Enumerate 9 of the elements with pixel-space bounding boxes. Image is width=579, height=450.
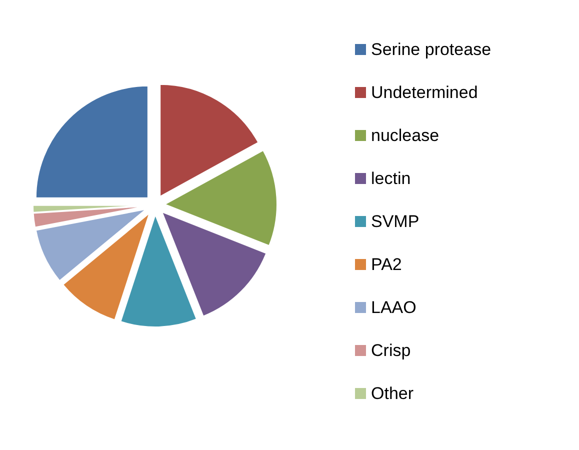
legend-label: Undetermined [371, 83, 478, 102]
legend-label: Serine protease [371, 40, 492, 59]
legend-label: lectin [371, 169, 411, 188]
legend-label: SVMP [371, 212, 420, 231]
legend-label: LAAO [371, 298, 416, 317]
legend-label: Crisp [371, 341, 411, 360]
legend-label: Other [371, 384, 414, 403]
legend-label: nuclease [371, 126, 440, 145]
legend-label: PA2 [371, 255, 402, 274]
